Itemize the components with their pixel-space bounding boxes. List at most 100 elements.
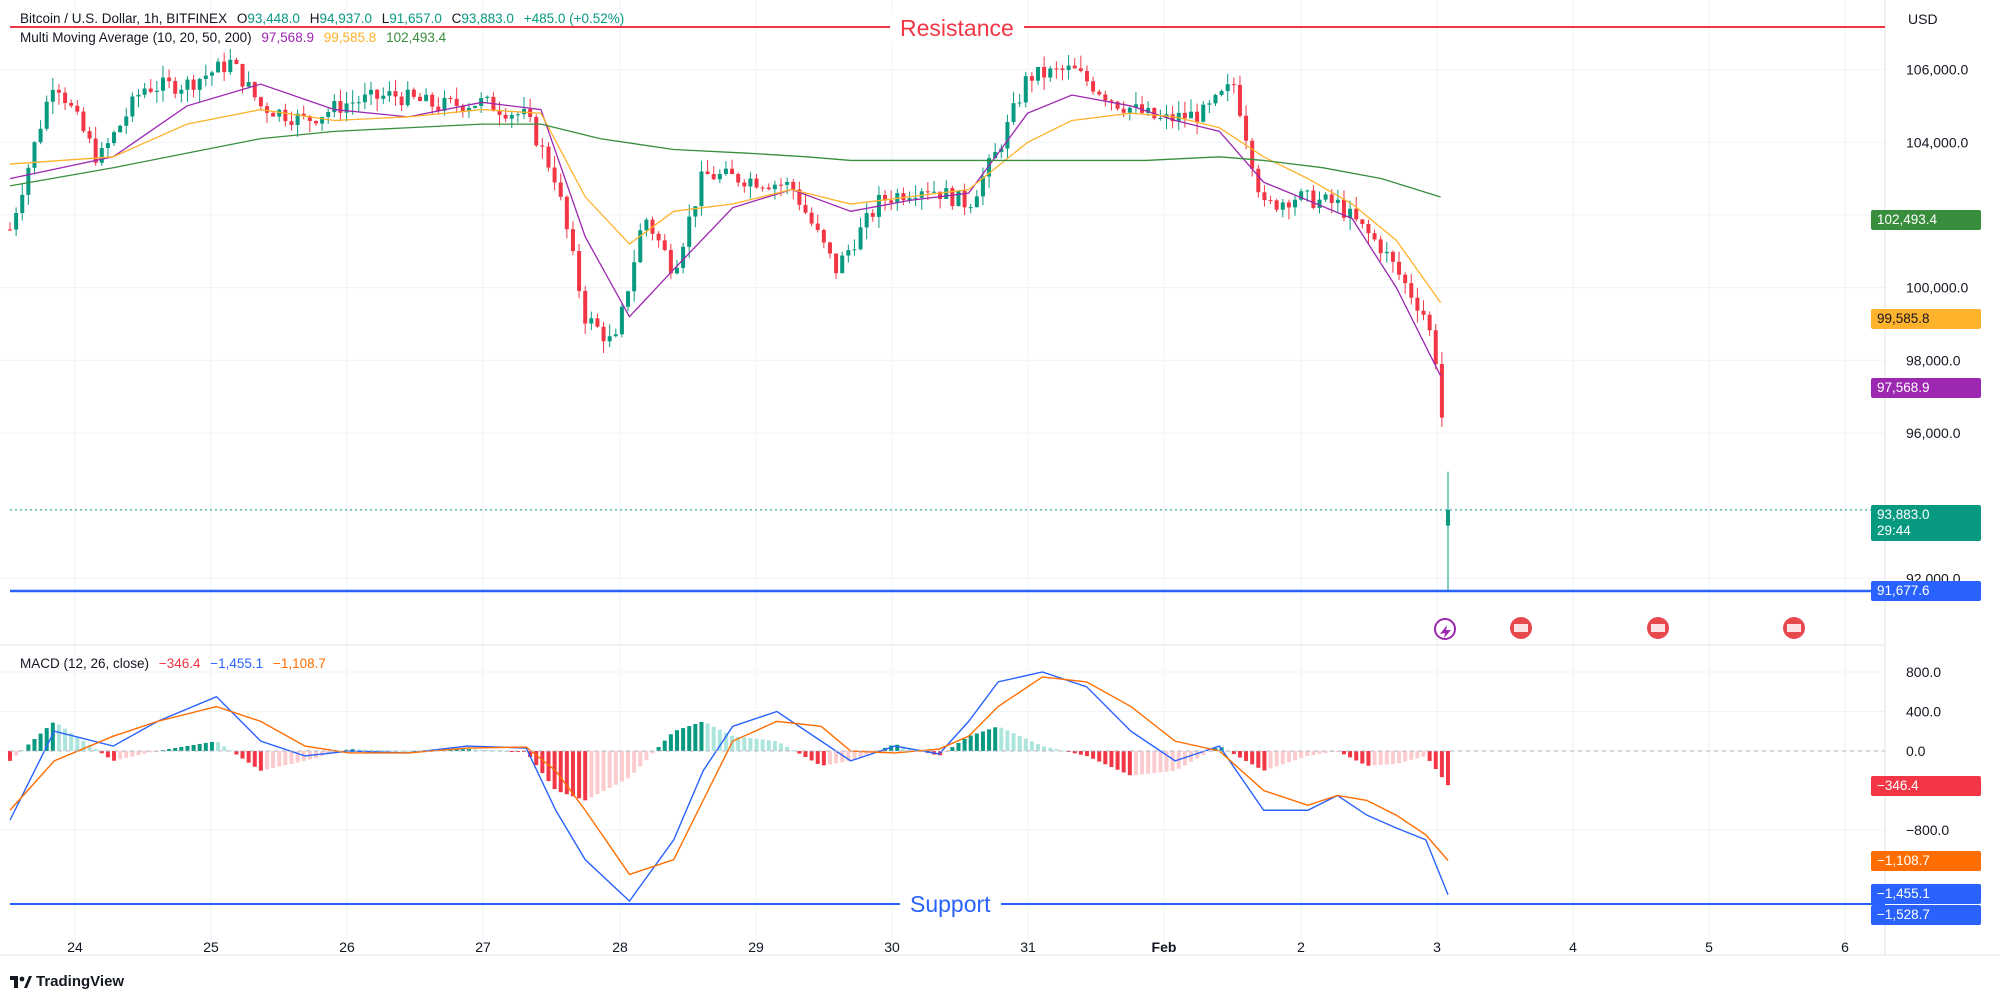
candle-body [173, 81, 178, 94]
histogram-bar [956, 743, 961, 751]
candle-body [38, 128, 43, 143]
histogram-bar [1268, 751, 1273, 769]
candle-body [827, 242, 832, 254]
price-tick-label: 96,000.0 [1906, 425, 1961, 441]
histogram-bar [1097, 751, 1102, 762]
candle-body [705, 171, 710, 175]
histogram-bar [1109, 751, 1114, 768]
histogram-bar [148, 751, 153, 753]
candle-body [1195, 111, 1200, 122]
histogram-bar [687, 726, 692, 751]
candle-body [858, 227, 863, 250]
candle-body [760, 187, 765, 189]
candle-body [1360, 219, 1365, 224]
histogram-bar [1427, 751, 1432, 761]
histogram-bar [1439, 751, 1444, 778]
candle-body [197, 78, 202, 90]
candle-body [448, 97, 453, 99]
candle-body [552, 167, 557, 183]
histogram-bar [1017, 735, 1022, 751]
ohlc-low: L91,657.0 [381, 11, 442, 26]
candle-body [124, 116, 129, 126]
histogram-bar [1323, 751, 1328, 753]
candle-body [1317, 199, 1322, 208]
candle-body [338, 101, 343, 113]
candle-body [1390, 251, 1395, 262]
axes: 24 25 26 27 28 29 30 31 Feb 2 3 4 5 6 106,000.0 104,000… [67, 62, 1968, 955]
candle-body [583, 291, 588, 324]
candle-body [1237, 84, 1242, 116]
candle-body [81, 111, 86, 132]
last-price-value: 93,883.0 [1877, 507, 1930, 522]
candle-body [632, 262, 637, 292]
ma-legend-label: Multi Moving Average (10, 20, 50, 200) [20, 30, 252, 45]
histogram-bar [1036, 744, 1041, 751]
candle-body [993, 152, 998, 159]
candle-body [185, 79, 190, 90]
candle-body [846, 250, 851, 256]
candle-body [907, 198, 912, 201]
histogram-bar [999, 727, 1004, 751]
ma20-value: 99,585.8 [323, 30, 377, 45]
macd-legend[interactable]: MACD (12, 26, close) −346.4 −1,455.1 −1,… [20, 656, 326, 671]
time-tick-label: 31 [1020, 939, 1036, 955]
histogram-bar [717, 729, 722, 751]
histogram-bar [295, 751, 300, 763]
histogram-bar [246, 751, 251, 763]
time-tick-label: 30 [884, 939, 900, 955]
time-tick-label: 28 [612, 939, 628, 955]
candle-body [8, 229, 12, 231]
histogram-bar [1164, 751, 1169, 772]
histogram-bar [546, 751, 551, 782]
histogram-bar [375, 749, 380, 751]
histogram-bar [570, 751, 575, 797]
histogram-bar [1372, 751, 1377, 766]
candle-body [1256, 168, 1261, 193]
histogram-bar [228, 750, 233, 752]
macd-tick-label: 0.0 [1906, 743, 1926, 759]
candle-body [1029, 76, 1034, 81]
candle-body [246, 82, 251, 87]
candle-body [283, 109, 288, 122]
histogram-bar [252, 751, 257, 767]
candle-body [1170, 114, 1175, 122]
candle-body [779, 184, 784, 186]
symbol-legend[interactable]: Bitcoin / U.S. Dollar, 1h, BITFINEX O93,… [20, 11, 624, 26]
time-tick-label: 4 [1569, 939, 1577, 955]
ma10-value: 97,568.9 [261, 30, 314, 45]
histogram-bar [1250, 751, 1255, 765]
candle-body [791, 182, 796, 190]
resistance-label[interactable]: Resistance [890, 13, 1024, 43]
histogram-bar [564, 751, 569, 795]
signal-line [9, 676, 1449, 876]
histogram-bar [485, 750, 490, 752]
flag-stripes-icon [1787, 624, 1801, 632]
time-tick-label: 3 [1433, 939, 1441, 955]
support-label[interactable]: Support [900, 889, 1001, 919]
histogram-bar [203, 742, 208, 751]
histogram-bar [454, 749, 459, 751]
histogram-bar [136, 751, 141, 756]
histogram-bar [846, 751, 851, 762]
event-icons[interactable] [1434, 617, 1805, 640]
candle-body [1305, 190, 1310, 192]
candle-body [381, 95, 386, 99]
currency-label[interactable]: USD [1908, 11, 1938, 27]
ma-legend[interactable]: Multi Moving Average (10, 20, 50, 200) 9… [20, 30, 446, 45]
candle-body [803, 204, 808, 213]
candle-body [118, 125, 123, 133]
histogram-bar [876, 750, 881, 752]
histogram-bar [1286, 751, 1291, 763]
tradingview-logo[interactable]: TradingView [10, 973, 124, 990]
candle-body [289, 121, 294, 125]
tradingview-logo-icon [10, 975, 32, 988]
candle-body [1225, 84, 1230, 92]
histogram-bar [748, 738, 753, 751]
time-tick-label: 5 [1705, 939, 1713, 955]
histogram-bar [289, 751, 294, 764]
histogram-bar [736, 736, 741, 751]
histogram-bar [1170, 751, 1175, 772]
price-tick-label: 100,000.0 [1906, 280, 1968, 296]
candle-body [687, 216, 692, 247]
